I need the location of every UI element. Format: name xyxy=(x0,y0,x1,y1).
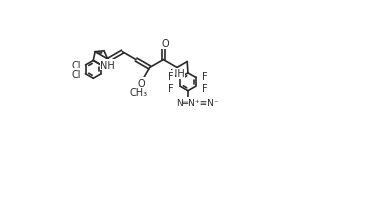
Text: NH: NH xyxy=(100,60,115,70)
Text: O: O xyxy=(161,39,169,49)
Text: F: F xyxy=(169,83,174,93)
Text: Cl: Cl xyxy=(71,70,81,79)
Text: F: F xyxy=(202,72,207,82)
Text: Cl: Cl xyxy=(71,61,81,71)
Text: O: O xyxy=(138,78,145,88)
Text: NH: NH xyxy=(170,69,184,79)
Text: N═N⁺≡N⁻: N═N⁺≡N⁻ xyxy=(177,98,219,107)
Text: CH₃: CH₃ xyxy=(130,88,148,98)
Text: F: F xyxy=(202,83,207,93)
Text: F: F xyxy=(169,72,174,82)
